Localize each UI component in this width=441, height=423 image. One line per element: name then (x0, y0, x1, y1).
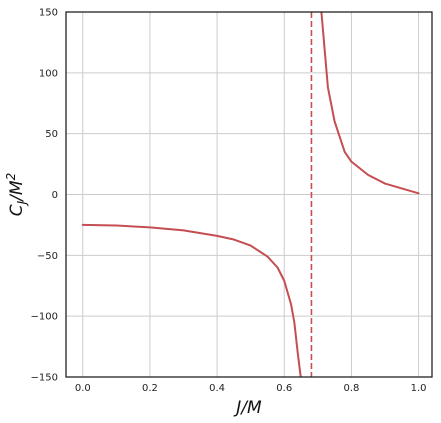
y-axis-label: CJ/M2 (4, 173, 29, 216)
x-axis-label: J/M (233, 398, 262, 418)
y-axis-label-sub: J (15, 200, 29, 206)
y-tick-label: 100 (39, 68, 58, 79)
y-axis-label-base: C (7, 204, 27, 216)
y-tick-label: 150 (39, 8, 58, 19)
series-line-2 (320, 12, 420, 195)
y-axis-label-mid: /M (7, 180, 27, 203)
y-tick-label: 50 (45, 129, 58, 140)
x-tick-label: 0.8 (343, 383, 359, 394)
y-tick-label: −50 (37, 251, 58, 262)
plot-frame (65, 11, 433, 378)
x-tick-label: 0.6 (276, 383, 292, 394)
x-tick-label: 0.2 (142, 383, 158, 394)
x-tick-label: 0.4 (209, 383, 225, 394)
series-group (81, 12, 420, 377)
y-tick-label: 0 (52, 190, 58, 201)
y-tick-label: −100 (31, 312, 58, 323)
x-tick-label: 1.0 (411, 383, 427, 394)
y-tick-labels: −150 −100 −50 0 50 100 150 (31, 8, 58, 384)
y-axis-label-sup: 2 (4, 173, 18, 181)
grid (66, 11, 432, 378)
x-tick-labels: 0.0 0.2 0.4 0.6 0.8 1.0 (75, 383, 427, 394)
y-tick-label: −150 (31, 373, 58, 384)
x-tick-label: 0.0 (75, 383, 91, 394)
series-line-1 (81, 223, 302, 377)
